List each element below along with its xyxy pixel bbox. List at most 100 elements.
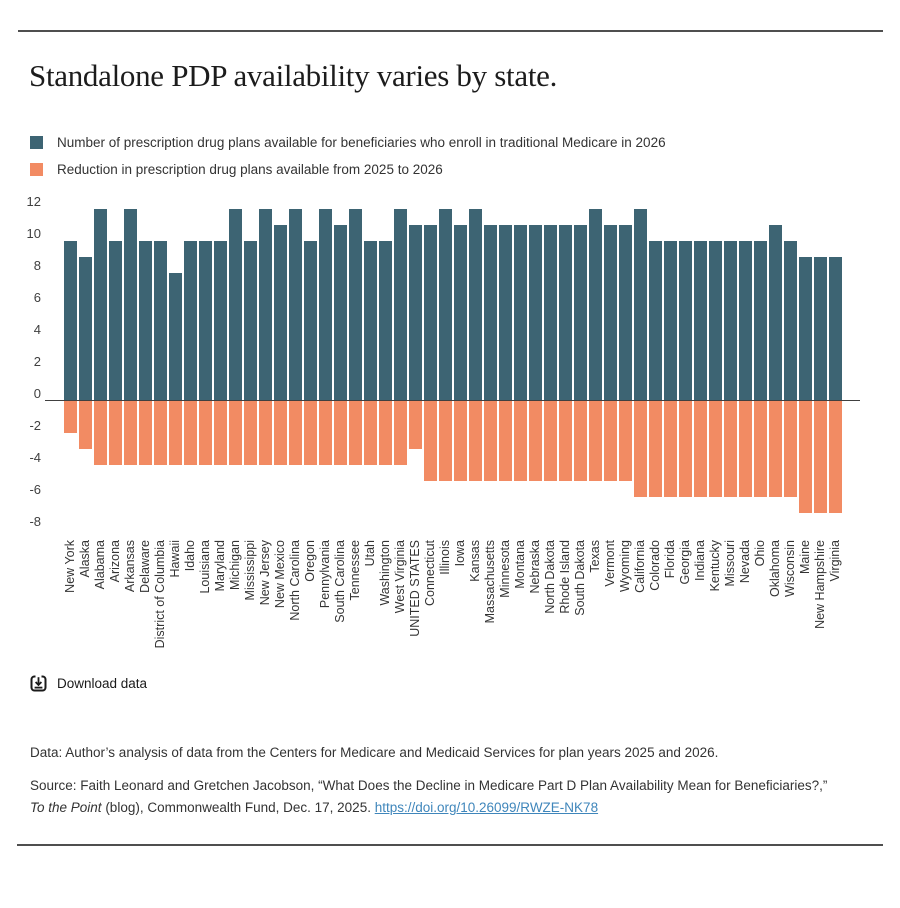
plans-bar-united-states[interactable]: [408, 225, 422, 401]
plans-bar-new-york[interactable]: [63, 241, 77, 401]
plans-bar-iowa[interactable]: [453, 225, 467, 401]
reduction-bar-alabama[interactable]: [93, 401, 107, 465]
plans-bar-district-of-columbia[interactable]: [153, 241, 167, 401]
plans-bar-minnesota[interactable]: [498, 225, 512, 401]
reduction-bar-pennylvania[interactable]: [318, 401, 332, 465]
plans-bar-louisiana[interactable]: [198, 241, 212, 401]
reduction-bar-new-york[interactable]: [63, 401, 77, 433]
reduction-bar-kentucky[interactable]: [708, 401, 722, 497]
plans-bar-wyoming[interactable]: [618, 225, 632, 401]
reduction-bar-maryland[interactable]: [213, 401, 227, 465]
reduction-bar-connecticut[interactable]: [423, 401, 437, 481]
plans-bar-nebraska[interactable]: [528, 225, 542, 401]
download-data-button[interactable]: Download data: [30, 675, 147, 692]
plans-bar-north-dakota[interactable]: [543, 225, 557, 401]
reduction-bar-michigan[interactable]: [228, 401, 242, 465]
plans-bar-maine[interactable]: [798, 257, 812, 401]
reduction-bar-alaska[interactable]: [78, 401, 92, 449]
plans-bar-ohio[interactable]: [753, 241, 767, 401]
reduction-bar-delaware[interactable]: [138, 401, 152, 465]
reduction-bar-illinois[interactable]: [438, 401, 452, 481]
plans-bar-oklahoma[interactable]: [768, 225, 782, 401]
reduction-bar-idaho[interactable]: [183, 401, 197, 465]
reduction-bar-minnesota[interactable]: [498, 401, 512, 481]
plans-bar-california[interactable]: [633, 209, 647, 401]
plans-bar-pennylvania[interactable]: [318, 209, 332, 401]
reduction-bar-arizona[interactable]: [108, 401, 122, 465]
reduction-bar-tennessee[interactable]: [348, 401, 362, 465]
reduction-bar-indiana[interactable]: [693, 401, 707, 497]
plans-bar-vermont[interactable]: [603, 225, 617, 401]
reduction-bar-washington[interactable]: [378, 401, 392, 465]
plans-bar-connecticut[interactable]: [423, 225, 437, 401]
reduction-bar-nebraska[interactable]: [528, 401, 542, 481]
plans-bar-georgia[interactable]: [678, 241, 692, 401]
reduction-bar-united-states[interactable]: [408, 401, 422, 449]
plans-bar-alabama[interactable]: [93, 209, 107, 401]
reduction-bar-montana[interactable]: [513, 401, 527, 481]
doi-link[interactable]: https://doi.org/10.26099/RWZE-NK78: [374, 800, 599, 815]
plans-bar-tennessee[interactable]: [348, 209, 362, 401]
reduction-bar-hawaii[interactable]: [168, 401, 182, 465]
reduction-bar-south-dakota[interactable]: [573, 401, 587, 481]
reduction-bar-georgia[interactable]: [678, 401, 692, 497]
plans-bar-hawaii[interactable]: [168, 273, 182, 401]
plans-bar-new-mexico[interactable]: [273, 225, 287, 401]
plans-bar-missouri[interactable]: [723, 241, 737, 401]
reduction-bar-new-jersey[interactable]: [258, 401, 272, 465]
reduction-bar-south-carolina[interactable]: [333, 401, 347, 465]
reduction-bar-new-hampshire[interactable]: [813, 401, 827, 513]
reduction-bar-north-dakota[interactable]: [543, 401, 557, 481]
plans-bar-wisconsin[interactable]: [783, 241, 797, 401]
reduction-bar-oklahoma[interactable]: [768, 401, 782, 497]
plans-bar-south-dakota[interactable]: [573, 225, 587, 401]
plans-bar-south-carolina[interactable]: [333, 225, 347, 401]
reduction-bar-ohio[interactable]: [753, 401, 767, 497]
reduction-bar-missouri[interactable]: [723, 401, 737, 497]
plans-bar-arkansas[interactable]: [123, 209, 137, 401]
reduction-bar-texas[interactable]: [588, 401, 602, 481]
reduction-bar-wisconsin[interactable]: [783, 401, 797, 497]
reduction-bar-new-mexico[interactable]: [273, 401, 287, 465]
plans-bar-new-hampshire[interactable]: [813, 257, 827, 401]
reduction-bar-mississippi[interactable]: [243, 401, 257, 465]
reduction-bar-massachusetts[interactable]: [483, 401, 497, 481]
reduction-bar-virginia[interactable]: [828, 401, 842, 513]
plans-bar-kansas[interactable]: [468, 209, 482, 401]
reduction-bar-california[interactable]: [633, 401, 647, 497]
plans-bar-oregon[interactable]: [303, 241, 317, 401]
plans-bar-florida[interactable]: [663, 241, 677, 401]
plans-bar-montana[interactable]: [513, 225, 527, 401]
plans-bar-virginia[interactable]: [828, 257, 842, 401]
plans-bar-alaska[interactable]: [78, 257, 92, 401]
reduction-bar-oregon[interactable]: [303, 401, 317, 465]
reduction-bar-kansas[interactable]: [468, 401, 482, 481]
plans-bar-rhode-island[interactable]: [558, 225, 572, 401]
reduction-bar-nevada[interactable]: [738, 401, 752, 497]
plans-bar-texas[interactable]: [588, 209, 602, 401]
plans-bar-nevada[interactable]: [738, 241, 752, 401]
plans-bar-colorado[interactable]: [648, 241, 662, 401]
plans-bar-utah[interactable]: [363, 241, 377, 401]
reduction-bar-florida[interactable]: [663, 401, 677, 497]
plans-bar-arizona[interactable]: [108, 241, 122, 401]
reduction-bar-wyoming[interactable]: [618, 401, 632, 481]
reduction-bar-rhode-island[interactable]: [558, 401, 572, 481]
reduction-bar-utah[interactable]: [363, 401, 377, 465]
reduction-bar-maine[interactable]: [798, 401, 812, 513]
reduction-bar-colorado[interactable]: [648, 401, 662, 497]
plans-bar-delaware[interactable]: [138, 241, 152, 401]
plans-bar-idaho[interactable]: [183, 241, 197, 401]
reduction-bar-iowa[interactable]: [453, 401, 467, 481]
reduction-bar-north-carolina[interactable]: [288, 401, 302, 465]
plans-bar-maryland[interactable]: [213, 241, 227, 401]
reduction-bar-arkansas[interactable]: [123, 401, 137, 465]
plans-bar-west-virginia[interactable]: [393, 209, 407, 401]
reduction-bar-louisiana[interactable]: [198, 401, 212, 465]
reduction-bar-district-of-columbia[interactable]: [153, 401, 167, 465]
reduction-bar-west-virginia[interactable]: [393, 401, 407, 465]
reduction-bar-vermont[interactable]: [603, 401, 617, 481]
plans-bar-indiana[interactable]: [693, 241, 707, 401]
plans-bar-michigan[interactable]: [228, 209, 242, 401]
plans-bar-washington[interactable]: [378, 241, 392, 401]
